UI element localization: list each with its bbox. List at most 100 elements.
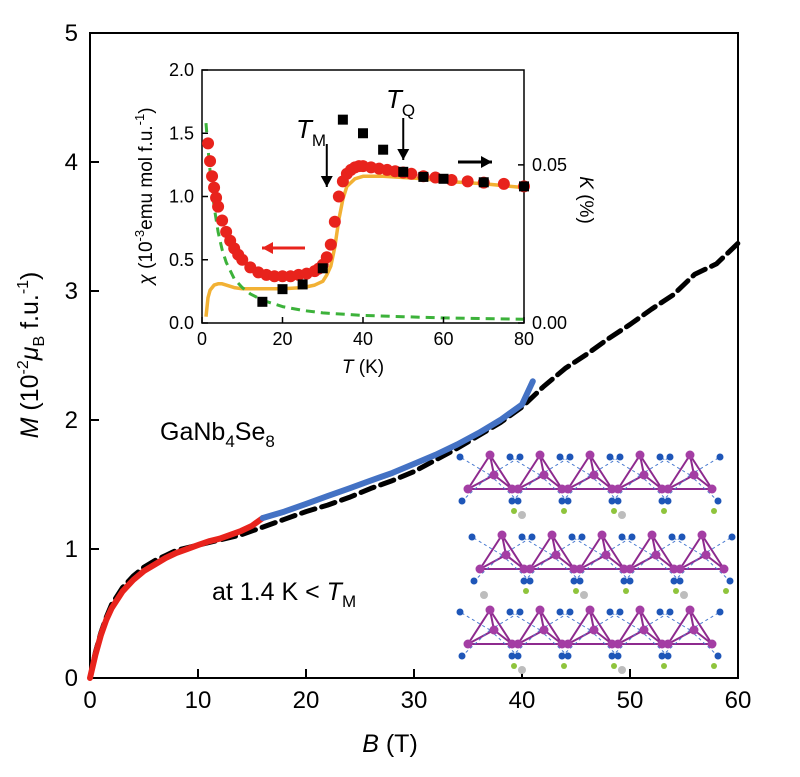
crystal-nb-atom [463,484,473,494]
inset-square-marker [337,114,348,125]
crystal-se-atom [558,497,566,505]
inset-y-tick-label: 0.5 [169,250,194,270]
crystal-se-atom [520,577,528,585]
crystal-atom-green [723,588,729,594]
crystal-nb-atom [539,470,549,480]
crystal-dashed-bond [671,536,703,556]
crystal-nb-atom [525,564,535,574]
crystal-se-atom [656,608,664,616]
crystal-bond [529,534,553,570]
main-y-tick-label: 1 [65,536,78,563]
crystal-nb-atom [547,530,557,540]
inset-ticks: 0 20 40 60 80 0.0 0.5 1.0 1.5 2.0 0.00 0.05 [169,60,567,349]
crystal-bond [517,454,541,490]
main-y-tick-label: 3 [65,278,78,305]
crystal-ga-atom [618,511,626,519]
crystal-nb-atom [589,625,599,635]
crystal-dashed-bond [659,456,691,476]
crystal-se-atom [666,453,674,461]
crystal-se-atom [470,577,478,585]
inset-x-tick-label: 0 [197,329,207,349]
crystal-dashed-bond [661,474,691,502]
condition-label: at 1.4 K < TM [212,578,356,611]
crystal-dashed-bond [609,611,641,631]
crystal-dashed-bond [511,474,541,502]
crystal-dashed-bond [511,629,541,657]
crystal-bond [567,454,591,490]
left-axis-arrow-head [262,242,273,254]
inset-series-line-1 [204,174,525,317]
crystal-se-atom [658,497,666,505]
crystal-se-atom [716,608,724,616]
crystal-se-atom [556,608,564,616]
crystal-se-atom [614,497,622,505]
main-x-axis-label: B (T) [362,730,418,758]
crystal-se-atom [626,577,634,585]
crystal-se-atom [566,608,574,616]
crystal-bond [639,609,663,645]
crystal-se-atom [628,533,636,541]
inset-chart: 0 20 40 60 80 0.0 0.5 1.0 1.5 2.0 0.00 0.05 T (K) χ… [132,60,596,378]
inset-y-tick-label: 1.0 [169,187,194,207]
inset-red-marker [461,175,474,188]
crystal-bond [551,534,575,570]
crystal-se-atom [606,453,614,461]
inset-red-marker [208,181,221,194]
crystal-se-atom [506,453,514,461]
main-y-tick-label: 4 [65,149,78,176]
crystal-bond [539,454,563,490]
crystal-nb-atom [489,625,499,635]
crystal-nb-atom [489,470,499,480]
inset-square-marker [257,296,268,307]
inset-red-marker [328,215,341,228]
crystal-bond [629,554,657,570]
crystal-se-atom [468,533,476,541]
main-x-tick-label: 50 [617,687,644,714]
inset-square-marker [297,279,308,290]
main-y-axis-label: M (10-2μB f.u.-1) [15,272,48,439]
crystal-bond [467,454,491,490]
crystal-nb-atom [497,530,507,540]
crystal-nb-atom [719,564,729,574]
inset-red-marker [429,171,442,184]
crystal-se-atom [714,497,722,505]
inset-square-marker [277,284,288,295]
inset-red-marker [320,251,333,264]
crystal-se-atom [456,453,464,461]
inset-x-tick-label: 40 [353,329,373,349]
main-series-line-2 [259,378,536,521]
crystal-bond [579,534,603,570]
crystal-dashed-bond [559,611,591,631]
crystal-atom-green [611,663,617,669]
crystal-se-atom [576,577,584,585]
crystal-bond [679,534,703,570]
crystal-se-atom [578,533,586,541]
crystal-se-atom [508,497,516,505]
crystal-bond [701,534,725,570]
crystal-dashed-bond [611,474,641,502]
crystal-nb-atom [707,639,717,649]
crystal-bond [689,454,713,490]
crystal-dashed-bond [523,554,553,582]
inset-square-marker [519,181,529,192]
crystal-nb-atom [513,484,523,494]
crystal-se-atom [568,533,576,541]
crystal-nb-atom [663,639,673,649]
crystal-dashed-bond [609,456,641,476]
crystal-bond [651,534,675,570]
crystal-se-atom [676,577,684,585]
crystal-nb-atom [635,450,645,460]
crystal-nb-atom [539,625,549,635]
inset-y-tick-label: 1.5 [169,123,194,143]
crystal-se-atom [514,497,522,505]
inset-y-tick-label: 2.0 [169,60,194,80]
crystal-se-atom [658,652,666,660]
crystal-atom-green [661,508,667,514]
inset-red-marker [405,167,418,180]
main-y-tick-label: 5 [65,20,78,47]
crystal-se-atom [664,497,672,505]
crystal-se-atom [506,608,514,616]
crystal-se-atom [570,577,578,585]
main-y-tick-label: 0 [65,665,78,692]
crystal-ga-atom [518,511,526,519]
